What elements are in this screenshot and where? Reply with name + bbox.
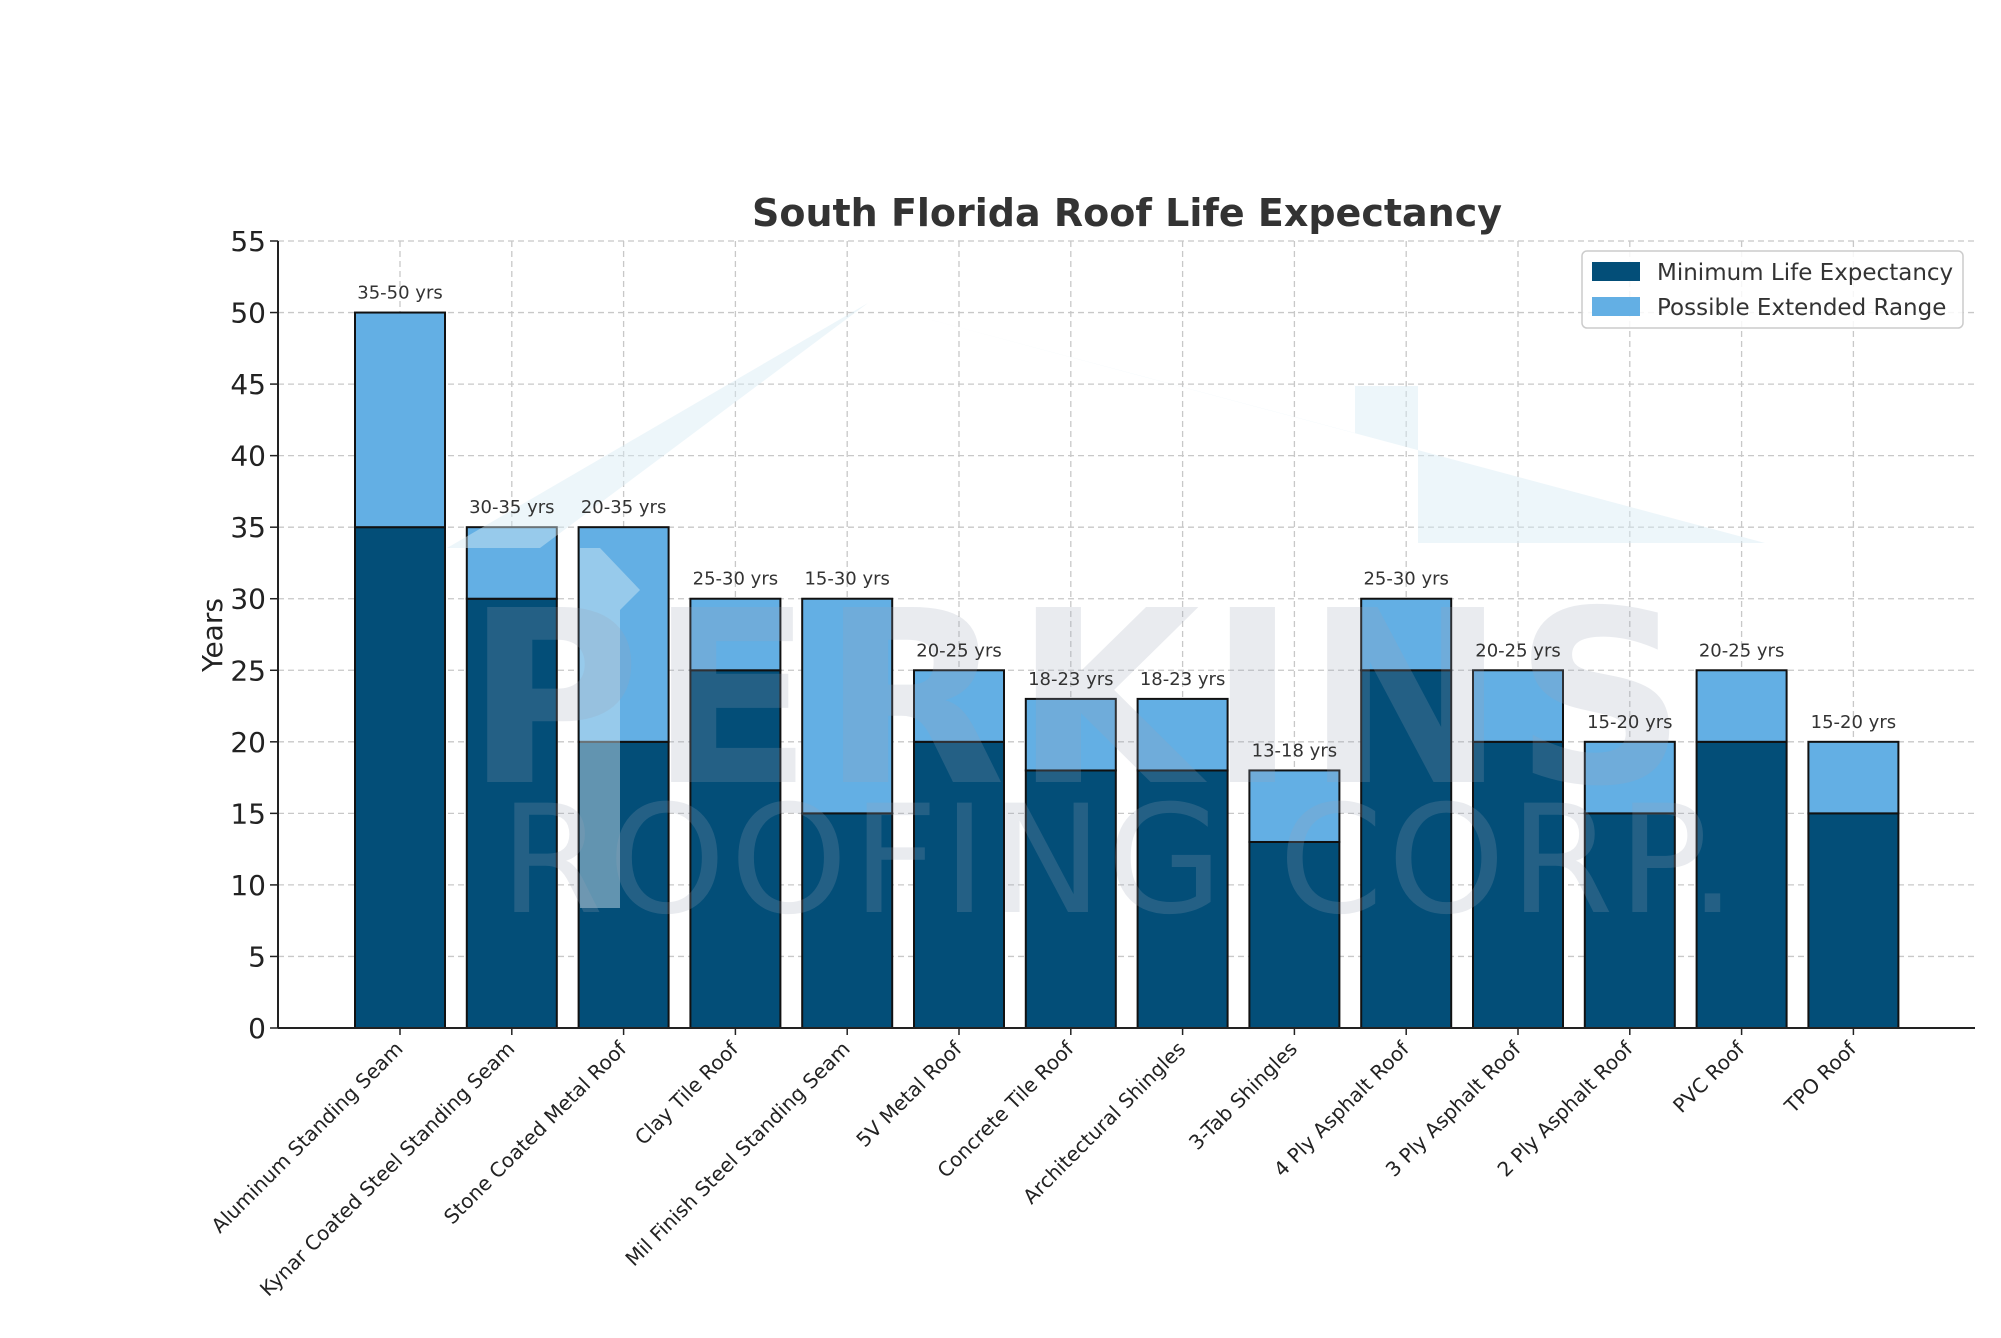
x-tick-label: TPO Roof <box>1779 1036 1862 1119</box>
legend-swatch-minimum <box>1592 262 1640 281</box>
y-tick-label: 30 <box>230 583 266 616</box>
y-tick-label: 50 <box>230 297 266 330</box>
y-tick-label: 20 <box>230 726 266 759</box>
bar-extended <box>577 526 670 743</box>
x-tick-label: Stone Coated Metal Roof <box>439 1036 632 1229</box>
data-label: 25-30 yrs <box>1363 569 1448 590</box>
data-label: 15-20 yrs <box>1811 712 1896 733</box>
bar-extended <box>465 526 558 600</box>
bar-extended <box>913 669 1005 743</box>
bar-extended <box>1807 740 1900 815</box>
x-tick-label: PVC Roof <box>1668 1036 1750 1118</box>
data-label: 20-25 yrs <box>1699 640 1784 661</box>
y-axis-label: Years <box>196 598 229 673</box>
bar-extended <box>1360 597 1453 672</box>
legend-swatch-extended <box>1592 297 1640 316</box>
bar-minimum <box>913 740 1005 1029</box>
data-label: 18-23 yrs <box>1028 669 1113 690</box>
bar-extended <box>1583 740 1676 815</box>
y-tick-label: 10 <box>230 869 266 902</box>
data-label: 20-25 yrs <box>1475 640 1560 661</box>
bar-minimum <box>689 669 782 1029</box>
data-labels: 35-50 yrs 30-35 yrs 20-35 yrs 25-30 yrs 15-3… <box>357 283 1896 762</box>
bar-minimum <box>354 526 446 1029</box>
data-label: 20-35 yrs <box>581 497 666 518</box>
y-ticks: 0 5 10 15 20 25 30 35 40 45 50 55 <box>230 225 278 1045</box>
bar-extended <box>689 597 782 672</box>
data-label: 13-18 yrs <box>1252 740 1337 761</box>
bar-minimum <box>577 740 670 1029</box>
legend: Minimum Life Expectancy Possible Extende… <box>1581 250 1964 329</box>
bar-extended <box>1472 669 1564 743</box>
bar-minimum <box>1472 740 1564 1029</box>
bar-extended <box>354 311 446 529</box>
data-label: 15-30 yrs <box>804 569 889 590</box>
chart-title: South Florida Roof Life Expectancy <box>752 191 1502 235</box>
x-tick-label: Mil Finish Steel Standing Seam <box>620 1037 854 1271</box>
y-tick-label: 5 <box>248 940 266 973</box>
y-tick-label: 40 <box>230 440 266 473</box>
bars <box>354 311 1900 1030</box>
y-tick-label: 55 <box>230 225 266 258</box>
data-label: 30-35 yrs <box>469 497 554 518</box>
x-tick-label: 3-Tab Shingles <box>1184 1037 1302 1155</box>
x-tick-label: Aluminum Standing Seam <box>206 1037 407 1238</box>
bar-minimum <box>1807 812 1900 1030</box>
x-tick-label: 5V Metal Roof <box>851 1036 967 1152</box>
legend-label-minimum: Minimum Life Expectancy <box>1657 260 1953 286</box>
y-tick-label: 45 <box>230 368 266 401</box>
data-label: 18-23 yrs <box>1140 669 1225 690</box>
y-tick-label: 0 <box>248 1012 266 1045</box>
bar-minimum <box>801 812 894 1030</box>
bar-extended <box>801 597 894 815</box>
bar-extended <box>1248 769 1341 843</box>
x-tick-label: Kynar Coated Steel Standing Seam <box>255 1037 519 1301</box>
y-tick-label: 15 <box>230 797 266 830</box>
bar-extended <box>1024 697 1117 772</box>
y-tick-label: 25 <box>230 654 266 687</box>
y-tick-label: 35 <box>230 511 266 544</box>
bar-minimum <box>465 597 558 1030</box>
data-label: 20-25 yrs <box>916 640 1001 661</box>
legend-box <box>1581 250 1964 329</box>
bar-minimum <box>1360 669 1453 1029</box>
legend-label-extended: Possible Extended Range <box>1657 295 1946 321</box>
bar-minimum <box>1248 840 1341 1029</box>
bar-minimum <box>1695 740 1788 1029</box>
bar-minimum <box>1024 769 1117 1029</box>
axes <box>277 241 1975 1035</box>
bar-extended <box>1695 669 1788 743</box>
bar-extended <box>1136 697 1229 772</box>
data-label: 35-50 yrs <box>357 283 442 304</box>
data-label: 25-30 yrs <box>693 569 778 590</box>
data-label: 15-20 yrs <box>1587 712 1672 733</box>
bar-minimum <box>1136 769 1229 1029</box>
x-tick-label: Clay Tile Roof <box>630 1036 744 1150</box>
bar-minimum <box>1583 812 1676 1030</box>
